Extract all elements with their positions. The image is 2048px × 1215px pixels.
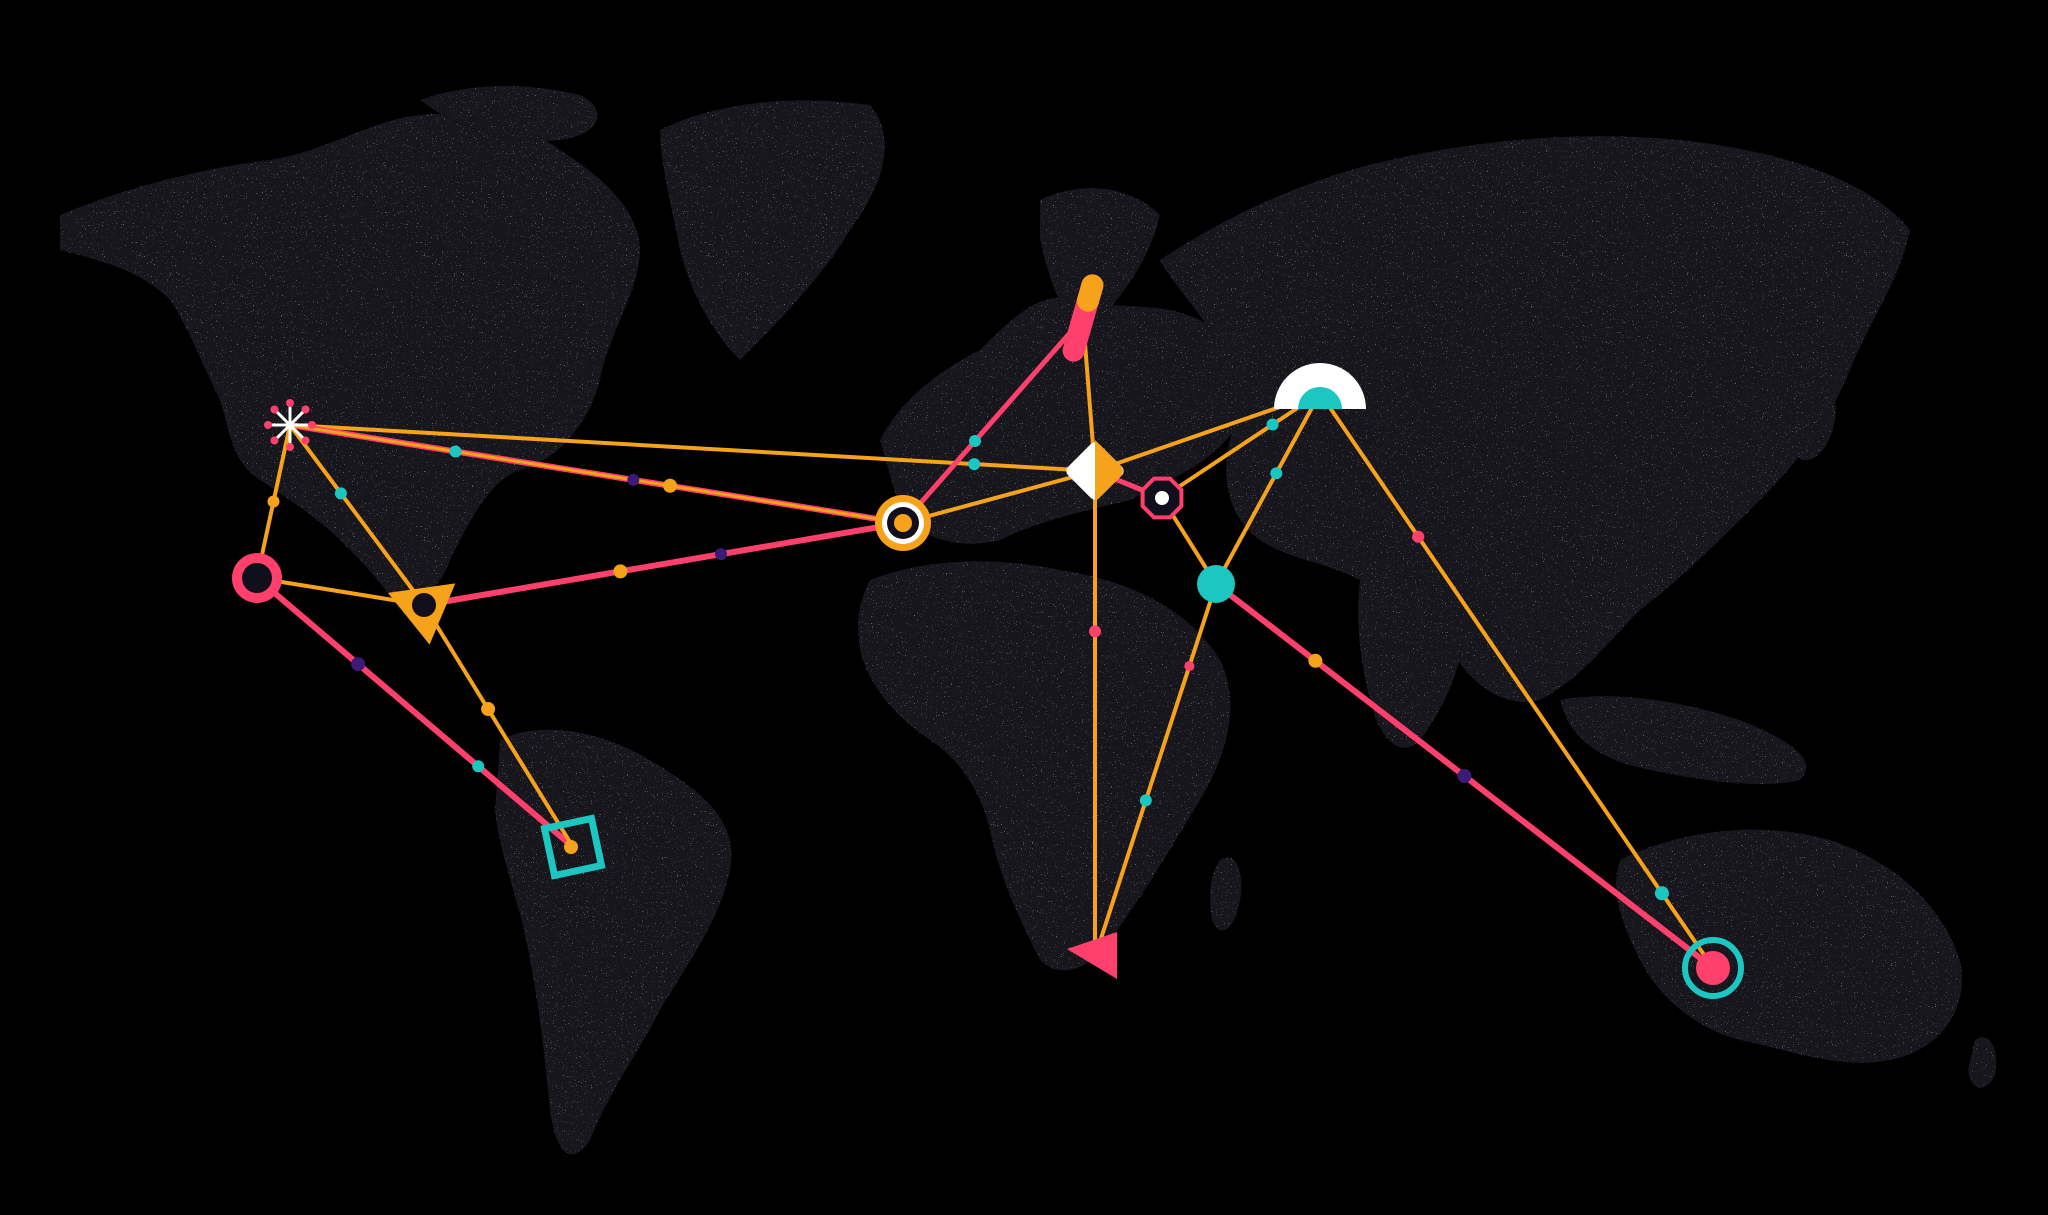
route-line-western-europe-to-central-europe bbox=[901, 469, 1097, 525]
continent-arctic-islands bbox=[420, 85, 598, 141]
route-line-eastern-europe-to-central-asia bbox=[1160, 391, 1322, 500]
route-dot bbox=[968, 458, 981, 471]
route-line-north-america-northwest-to-north-america-southeast bbox=[288, 423, 426, 607]
route-line-north-america-northwest-to-western-europe bbox=[288, 423, 905, 525]
diamond-icon bbox=[1066, 440, 1124, 502]
route-dot bbox=[714, 548, 727, 561]
continent-greenland bbox=[660, 100, 885, 360]
continent-new-zealand bbox=[1968, 1037, 1997, 1088]
route-line-north-america-west-to-south-america bbox=[254, 575, 576, 850]
route-line-central-asia-to-middle-east bbox=[1214, 391, 1322, 586]
route-dot bbox=[1654, 886, 1669, 901]
capsule-icon bbox=[1062, 274, 1104, 362]
continent-south-america bbox=[495, 729, 732, 1155]
continent-australia bbox=[1616, 829, 1962, 1063]
continent-madagascar bbox=[1210, 857, 1242, 931]
continents bbox=[60, 85, 1997, 1155]
route-dot bbox=[627, 473, 640, 486]
continent-africa bbox=[858, 561, 1231, 971]
continent-north-america bbox=[60, 113, 640, 611]
octagon-ring-icon bbox=[1140, 476, 1184, 520]
route-dot bbox=[613, 564, 628, 579]
continent-europe bbox=[880, 298, 1248, 544]
square-ring-icon bbox=[540, 814, 606, 880]
route-dot bbox=[449, 445, 462, 458]
route-dot bbox=[1139, 794, 1152, 807]
triangle-icon bbox=[387, 583, 456, 645]
route-line-western-europe-to-northern-europe bbox=[900, 315, 1086, 526]
route-dot bbox=[1412, 530, 1425, 543]
route-dot bbox=[1266, 418, 1279, 431]
route-dot bbox=[1089, 625, 1101, 638]
triangle-pointer-icon bbox=[1067, 932, 1117, 979]
route-line-north-america-southeast-to-western-europe bbox=[421, 520, 906, 608]
ring-icon bbox=[232, 553, 282, 603]
route-dot bbox=[481, 702, 496, 717]
continent-scandinavia bbox=[1040, 188, 1160, 330]
route-line-middle-east-to-southern-africa bbox=[1093, 582, 1218, 959]
double-ring-icon bbox=[1682, 937, 1744, 999]
continent-india bbox=[1358, 576, 1463, 748]
route-dot bbox=[1308, 653, 1323, 668]
route-dot bbox=[1270, 467, 1283, 480]
route-dots-layer bbox=[267, 418, 1669, 901]
teal-dot-icon bbox=[1197, 565, 1235, 603]
target-ring-icon bbox=[875, 495, 931, 551]
continent-uk bbox=[960, 371, 995, 424]
continent-asia bbox=[1160, 136, 1910, 702]
route-dot bbox=[267, 495, 280, 508]
route-line-north-america-northwest-to-central-europe bbox=[288, 423, 1097, 473]
route-dot bbox=[351, 657, 366, 672]
route-dot bbox=[334, 487, 347, 500]
markers-layer bbox=[232, 274, 1744, 999]
route-dot bbox=[969, 435, 981, 447]
starburst-icon bbox=[264, 399, 316, 451]
continent-southeast-asia bbox=[1560, 696, 1807, 785]
half-circle-icon bbox=[1274, 363, 1366, 409]
route-dot bbox=[663, 478, 678, 493]
route-dot bbox=[1184, 661, 1195, 672]
route-dot bbox=[472, 760, 485, 773]
route-line-central-asia-to-australia bbox=[1318, 391, 1715, 970]
route-line-north-america-southeast-to-south-america bbox=[422, 603, 575, 849]
continent-japan bbox=[1792, 377, 1836, 461]
route-dot bbox=[1457, 769, 1472, 783]
